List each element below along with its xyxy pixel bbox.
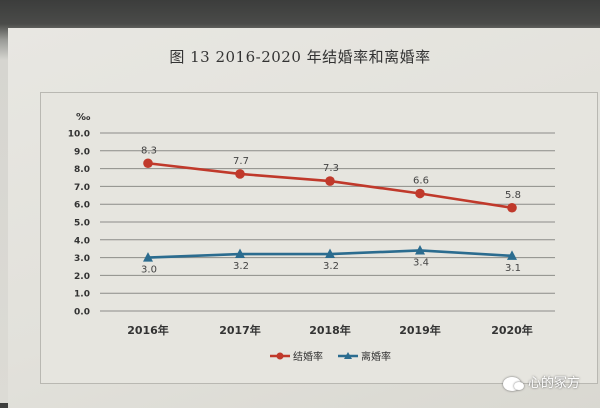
x-tick-label: 2016年 — [127, 323, 169, 337]
legend-label: 结婚率 — [293, 350, 323, 363]
data-label: 7.7 — [233, 156, 249, 167]
data-label: 8.3 — [141, 145, 157, 156]
data-point — [507, 250, 517, 260]
data-label: 5.8 — [505, 190, 521, 201]
data-label: 6.6 — [413, 176, 429, 187]
y-axis-unit: ‰ — [76, 112, 91, 123]
y-tick-label: 3.0 — [74, 254, 90, 264]
data-point — [235, 169, 245, 179]
data-point — [143, 252, 153, 262]
figure-title: 图 13 2016-2020 年结婚率和离婚率 — [169, 48, 431, 66]
data-label: 7.3 — [323, 163, 339, 174]
data-label: 3.4 — [413, 257, 429, 268]
y-tick-label: 6.0 — [74, 201, 90, 211]
data-point — [325, 248, 335, 259]
data-label: 3.2 — [233, 261, 249, 272]
legend-marker — [276, 352, 284, 360]
x-tick-label: 2019年 — [399, 323, 441, 337]
data-point — [235, 248, 245, 259]
y-tick-label: 0.0 — [74, 308, 90, 318]
x-tick-label: 2017年 — [219, 323, 261, 337]
x-tick-label: 2018年 — [309, 323, 351, 337]
x-tick-label: 2020年 — [491, 323, 533, 337]
y-tick-label: 5.0 — [74, 219, 90, 229]
data-point — [143, 158, 153, 169]
y-tick-label: 2.0 — [74, 272, 90, 282]
y-tick-label: 9.0 — [74, 147, 90, 157]
data-label: 3.0 — [141, 265, 157, 276]
y-tick-label: 10.0 — [68, 130, 90, 140]
data-point — [415, 244, 425, 255]
chart-frame — [40, 92, 598, 384]
watermark: 心的冢方 — [502, 372, 580, 391]
y-tick-label: 8.0 — [74, 165, 90, 175]
wechat-icon — [502, 376, 524, 391]
y-tick-label: 7.0 — [74, 183, 90, 193]
data-point — [415, 188, 425, 199]
data-label: 3.2 — [323, 261, 339, 272]
watermark-text: 心的冢方 — [527, 376, 580, 391]
legend-label: 离婚率 — [361, 350, 391, 363]
y-tick-label: 4.0 — [74, 236, 90, 246]
data-point — [507, 202, 517, 213]
y-tick-label: 1.0 — [74, 290, 90, 300]
data-label: 3.1 — [505, 263, 521, 274]
legend-marker — [344, 352, 352, 359]
data-point — [325, 176, 335, 186]
